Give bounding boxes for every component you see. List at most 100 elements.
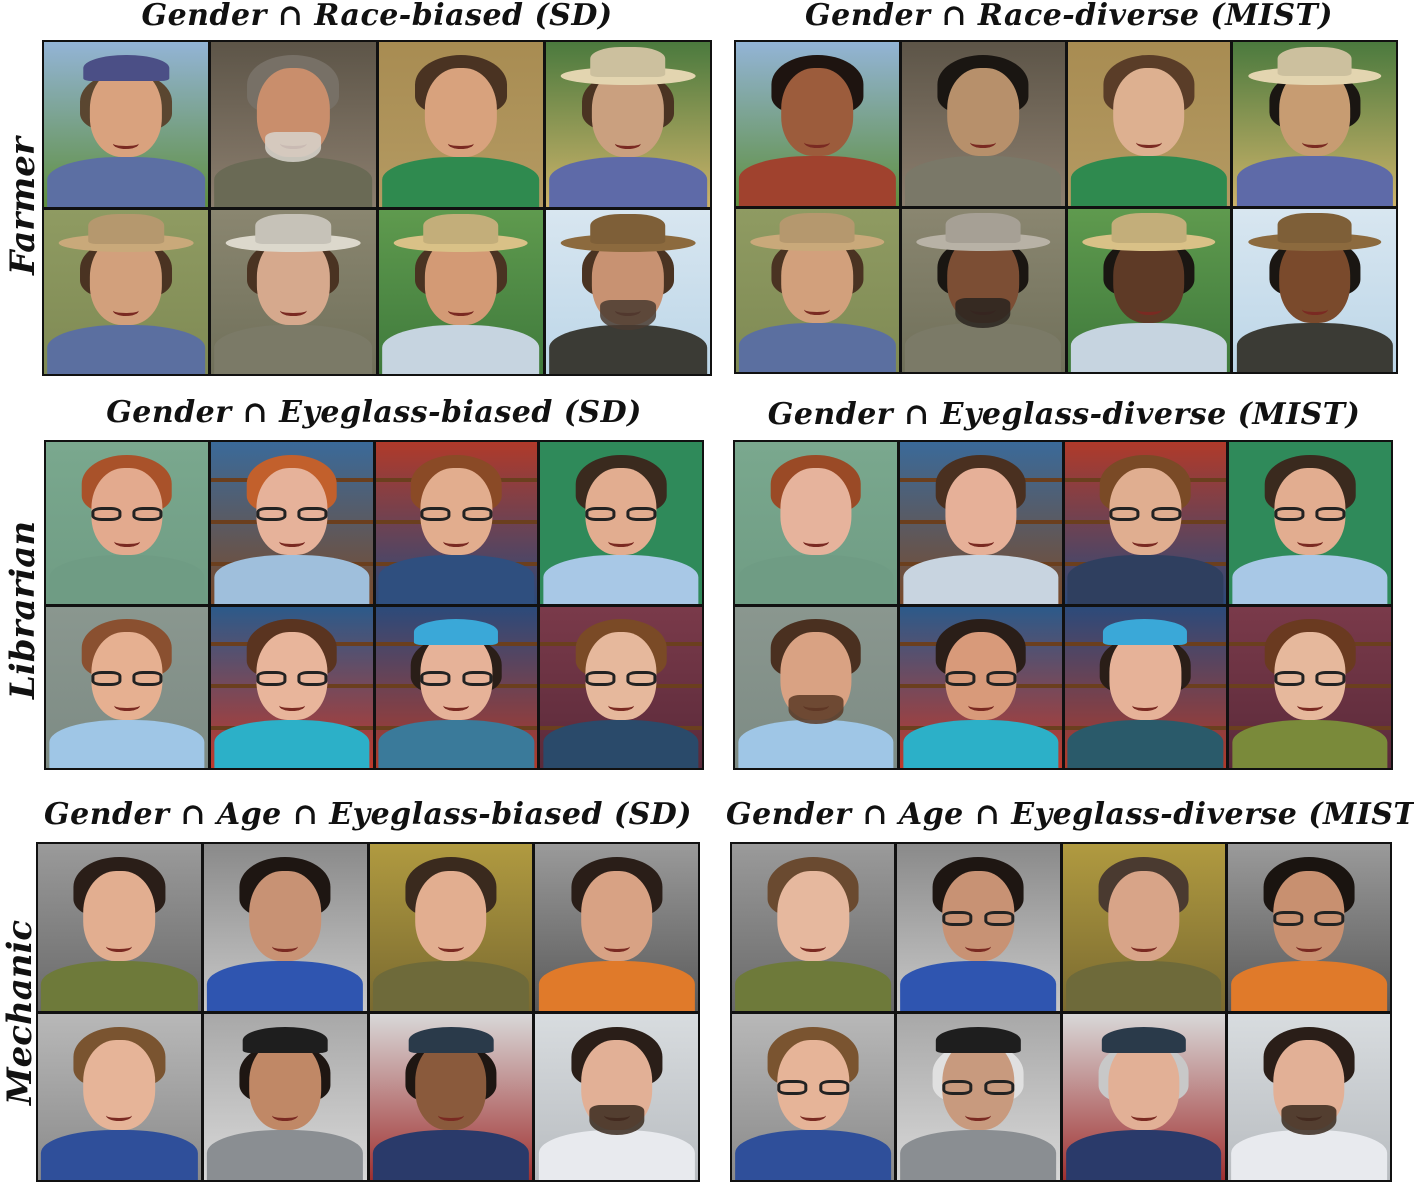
shirt	[214, 324, 373, 374]
mouth	[800, 1110, 827, 1122]
mouth	[112, 137, 140, 149]
shirt	[47, 157, 205, 207]
hat-crown	[1277, 213, 1353, 243]
cap	[408, 1026, 494, 1054]
mouth	[965, 941, 992, 952]
eyeglasses-icon	[420, 671, 493, 686]
mouth	[1135, 137, 1162, 148]
portrait-image	[1229, 442, 1391, 604]
shirt	[735, 1130, 891, 1180]
mouth	[113, 536, 140, 547]
librarian-diverse-grid	[733, 440, 1393, 770]
beard	[599, 299, 656, 330]
portrait-image	[732, 1013, 895, 1180]
eyeglasses-icon	[1274, 506, 1346, 522]
mouth	[1132, 700, 1159, 712]
mouth	[278, 536, 305, 547]
shirt	[214, 157, 373, 207]
mechanic-diverse-grid	[730, 842, 1392, 1182]
beard	[588, 1105, 645, 1136]
mouth	[603, 941, 630, 952]
shirt	[372, 1130, 529, 1180]
shirt	[213, 555, 370, 604]
shirt	[381, 157, 540, 207]
shirt	[905, 322, 1062, 372]
librarian-biased-title: Gender ∩ Eyeglass-biased (SD)	[106, 395, 642, 430]
portrait-image	[369, 844, 533, 1011]
mouth	[1132, 536, 1159, 547]
farmer-diverse-title: Gender ∩ Race-diverse (MIST)	[804, 0, 1333, 33]
portrait-image	[736, 208, 899, 372]
portrait-image	[899, 442, 1062, 604]
portrait-image	[1067, 208, 1231, 372]
shirt	[372, 960, 529, 1011]
shirt	[900, 960, 1057, 1011]
shirt	[739, 322, 896, 372]
mouth	[802, 536, 829, 547]
portrait-image	[1062, 844, 1225, 1011]
mouth	[443, 700, 470, 712]
hat-crown	[590, 214, 666, 245]
eyeglasses-icon	[1109, 506, 1182, 522]
eyeglasses-icon	[1274, 671, 1346, 686]
portrait-image	[203, 1013, 367, 1180]
shirt	[549, 157, 707, 207]
portrait-image	[378, 42, 543, 207]
shirt	[378, 719, 535, 768]
librarian-row-label: Librarian	[3, 520, 43, 700]
hat-crown	[88, 214, 164, 245]
portrait-image	[46, 606, 208, 768]
mouth	[280, 305, 307, 317]
mouth	[106, 941, 133, 952]
shirt	[735, 960, 891, 1011]
portrait-image	[1064, 606, 1227, 768]
eyeglasses-icon	[777, 1080, 850, 1096]
shirt	[1070, 156, 1227, 206]
portrait-image	[545, 209, 710, 374]
mechanic-biased-grid	[36, 842, 700, 1182]
mechanic-diverse-title: Gender ∩ Age ∩ Eyeglass-diverse (MIST)	[726, 797, 1414, 832]
mouth	[965, 1110, 992, 1122]
shirt	[207, 960, 364, 1011]
mouth	[967, 700, 994, 712]
shirt	[900, 1130, 1057, 1180]
shirt	[543, 555, 699, 604]
shirt	[738, 719, 894, 768]
shirt	[1236, 156, 1393, 206]
portrait-image	[1227, 1013, 1390, 1180]
librarian-diverse-title: Gender ∩ Eyeglass-diverse (MIST)	[767, 397, 1361, 432]
mouth	[1130, 941, 1157, 952]
shirt	[549, 324, 707, 374]
portrait-image	[44, 42, 209, 207]
portrait-image	[535, 844, 698, 1011]
shirt	[381, 324, 540, 374]
hat-crown	[590, 46, 666, 77]
portrait-image	[735, 442, 897, 604]
cap	[1103, 619, 1188, 646]
shirt	[1232, 719, 1388, 768]
mouth	[106, 1110, 133, 1122]
shirt	[538, 1130, 695, 1180]
farmer-biased-grid	[42, 40, 712, 376]
portrait-image	[369, 1013, 533, 1180]
beard	[955, 298, 1011, 328]
shirt	[1065, 960, 1222, 1011]
hat-crown	[779, 213, 855, 243]
portrait-image	[375, 442, 538, 604]
mouth	[1297, 700, 1324, 712]
cap	[936, 1026, 1021, 1054]
mouth	[1135, 303, 1162, 315]
portrait-image	[897, 844, 1060, 1011]
mouth	[804, 137, 831, 148]
portrait-image	[1067, 42, 1231, 206]
mouth	[970, 137, 997, 148]
portrait-image	[211, 42, 376, 207]
cap	[83, 55, 169, 82]
mouth	[112, 305, 140, 317]
portrait-image	[1233, 42, 1396, 206]
portrait-image	[211, 209, 376, 374]
hat-crown	[255, 214, 332, 245]
librarian-biased-grid	[44, 440, 704, 770]
portrait-image	[901, 208, 1065, 372]
portrait-image	[375, 606, 538, 768]
